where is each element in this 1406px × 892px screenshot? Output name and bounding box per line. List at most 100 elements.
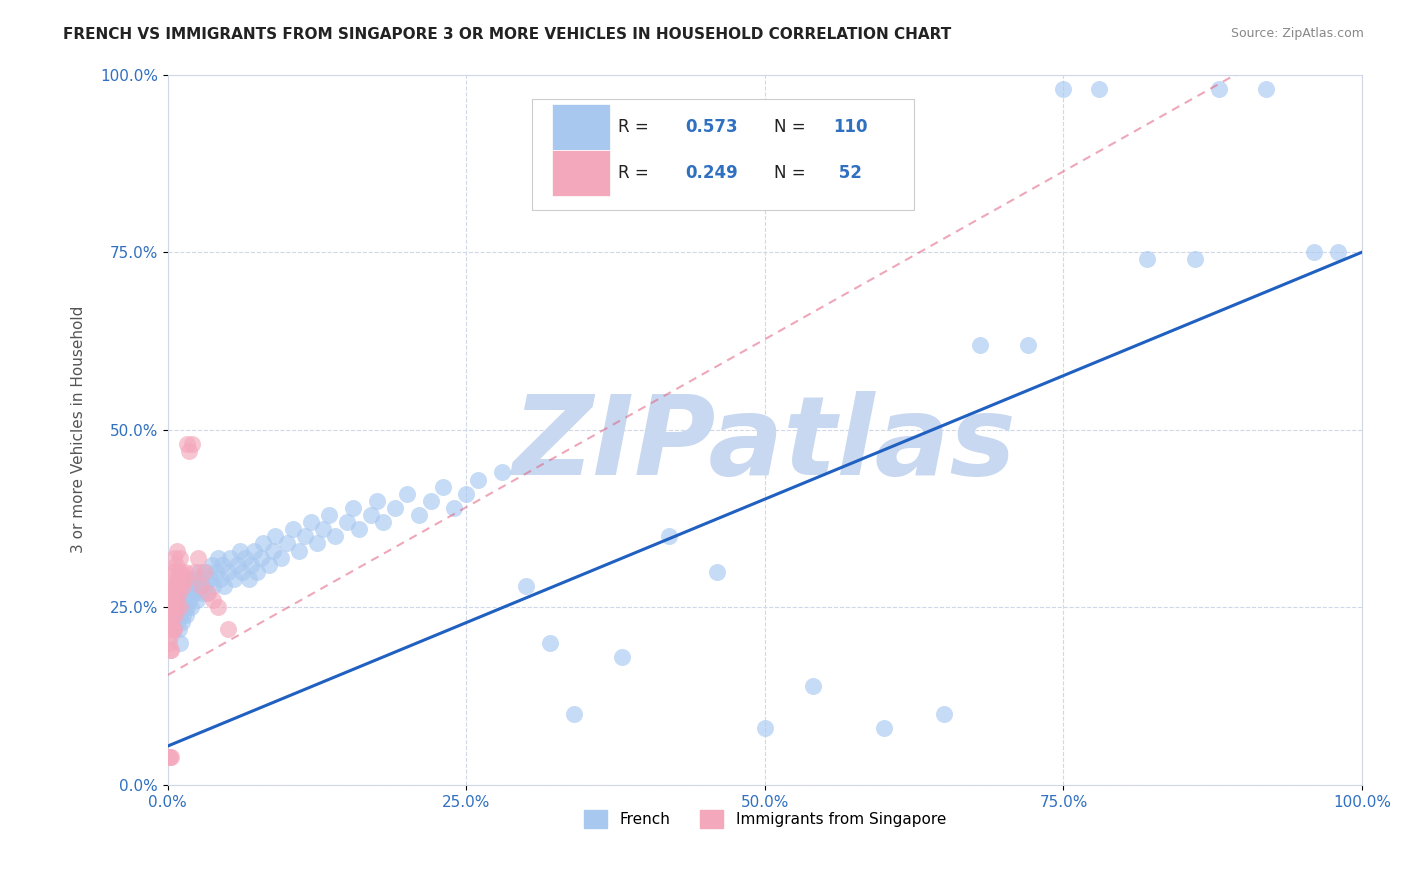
- Point: [179, 579, 201, 593]
- Point: [163, 550, 186, 565]
- Point: [246, 565, 269, 579]
- Point: [419, 494, 441, 508]
- Point: [1136, 252, 1159, 267]
- Point: [163, 579, 186, 593]
- Text: 0.249: 0.249: [685, 164, 738, 182]
- Point: [181, 579, 204, 593]
- Point: [180, 437, 202, 451]
- Point: [160, 643, 183, 657]
- Point: [159, 643, 181, 657]
- Point: [165, 607, 187, 622]
- Point: [1256, 81, 1278, 95]
- Point: [219, 550, 242, 565]
- Point: [166, 593, 188, 607]
- Point: [336, 515, 359, 529]
- Point: [395, 487, 418, 501]
- Point: [163, 622, 186, 636]
- Point: [157, 600, 180, 615]
- Point: [969, 337, 991, 351]
- Text: R =: R =: [619, 119, 654, 136]
- Point: [262, 543, 284, 558]
- Point: [299, 515, 322, 529]
- Point: [1327, 245, 1350, 260]
- Point: [157, 636, 180, 650]
- Point: [456, 487, 478, 501]
- Point: [562, 706, 585, 721]
- Point: [166, 572, 188, 586]
- Point: [186, 593, 208, 607]
- Point: [188, 586, 211, 600]
- Point: [201, 558, 224, 572]
- Text: N =: N =: [775, 164, 806, 182]
- Point: [173, 600, 195, 615]
- Point: [217, 565, 239, 579]
- Point: [515, 579, 537, 593]
- Point: [157, 749, 180, 764]
- Point: [259, 558, 281, 572]
- Point: [1052, 81, 1074, 95]
- Point: [204, 565, 226, 579]
- Point: [318, 508, 340, 522]
- Point: [172, 615, 194, 629]
- Point: [307, 536, 329, 550]
- Point: [177, 572, 200, 586]
- Point: [170, 600, 193, 615]
- Point: [160, 622, 183, 636]
- Point: [159, 629, 181, 643]
- Point: [408, 508, 430, 522]
- Point: [169, 593, 191, 607]
- Point: [166, 593, 188, 607]
- Point: [163, 565, 186, 579]
- Point: [163, 607, 186, 622]
- Point: [1184, 252, 1206, 267]
- Point: [174, 607, 197, 622]
- Point: [170, 586, 193, 600]
- Point: [193, 565, 215, 579]
- Point: [163, 600, 186, 615]
- Point: [179, 593, 201, 607]
- Point: [264, 529, 287, 543]
- FancyBboxPatch shape: [553, 104, 610, 151]
- Point: [706, 565, 728, 579]
- Point: [172, 593, 194, 607]
- Point: [166, 543, 188, 558]
- Point: [195, 586, 218, 600]
- Point: [167, 565, 190, 579]
- Text: N =: N =: [775, 119, 806, 136]
- Point: [190, 572, 212, 586]
- Point: [202, 593, 225, 607]
- Point: [187, 579, 209, 593]
- Point: [166, 579, 188, 593]
- Point: [159, 615, 181, 629]
- Point: [170, 565, 193, 579]
- Point: [176, 600, 198, 615]
- Point: [172, 586, 194, 600]
- Point: [162, 622, 184, 636]
- Point: [366, 494, 388, 508]
- Point: [160, 600, 183, 615]
- Point: [162, 586, 184, 600]
- Point: [179, 444, 201, 458]
- Point: [166, 615, 188, 629]
- Point: [384, 500, 406, 515]
- Point: [167, 622, 190, 636]
- Point: [169, 636, 191, 650]
- Point: [165, 579, 187, 593]
- Point: [197, 586, 219, 600]
- Point: [160, 579, 183, 593]
- Y-axis label: 3 or more Vehicles in Household: 3 or more Vehicles in Household: [72, 306, 86, 554]
- Point: [167, 600, 190, 615]
- Point: [157, 622, 180, 636]
- Point: [1303, 245, 1326, 260]
- Point: [371, 515, 394, 529]
- Point: [212, 579, 235, 593]
- Point: [173, 579, 195, 593]
- Point: [159, 749, 181, 764]
- Point: [165, 558, 187, 572]
- Point: [240, 558, 263, 572]
- Point: [207, 550, 229, 565]
- Point: [658, 529, 681, 543]
- Point: [167, 586, 190, 600]
- Point: [169, 550, 191, 565]
- Point: [873, 721, 896, 735]
